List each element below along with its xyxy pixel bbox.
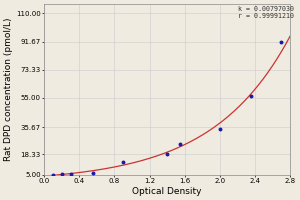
- Point: [218, 127, 222, 130]
- Point: [90, 171, 95, 174]
- Y-axis label: Rat DPD concentration (pmol/L): Rat DPD concentration (pmol/L): [4, 18, 13, 161]
- Point: [59, 173, 64, 176]
- Point: [248, 95, 253, 98]
- Point: [51, 173, 56, 176]
- Point: [68, 172, 73, 175]
- Point: [165, 153, 170, 156]
- Point: [121, 161, 126, 164]
- Point: [178, 142, 183, 145]
- X-axis label: Optical Density: Optical Density: [133, 187, 202, 196]
- Text: k = 0.00797030
r = 0.99991210: k = 0.00797030 r = 0.99991210: [238, 6, 294, 19]
- Point: [279, 40, 284, 43]
